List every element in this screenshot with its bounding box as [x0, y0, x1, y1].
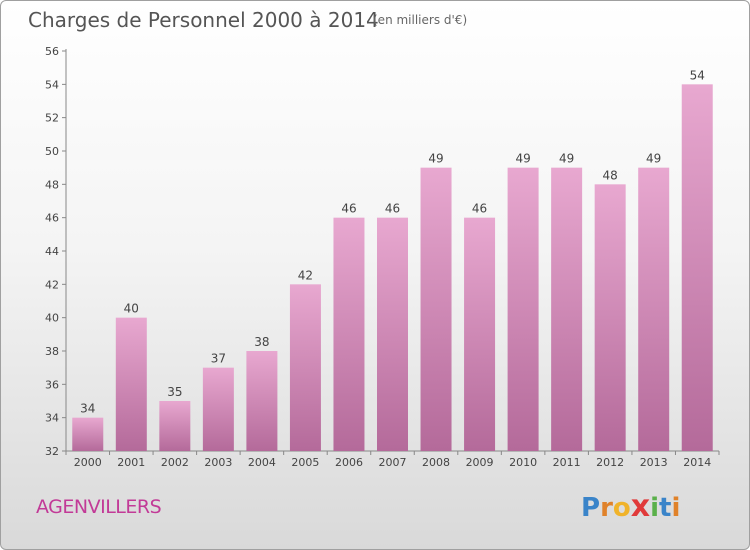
logo-letter: o	[612, 493, 631, 523]
x-tick-label: 2010	[509, 456, 537, 469]
bar-data-label: 54	[690, 68, 705, 82]
bar-data-label: 40	[124, 302, 139, 316]
bar	[551, 167, 583, 451]
y-tick-label: 42	[45, 278, 59, 291]
x-tick-label: 2014	[683, 456, 711, 469]
logo-letter: i	[671, 493, 681, 523]
chart-bars	[72, 84, 713, 452]
logo-letter: P	[581, 493, 601, 523]
y-tick-label: 48	[45, 178, 59, 191]
x-tick-label: 2006	[335, 456, 363, 469]
x-tick-label: 2004	[248, 456, 276, 469]
x-tick-label: 2008	[422, 456, 450, 469]
bar	[289, 284, 321, 451]
bar-data-label: 46	[472, 202, 487, 216]
bar	[377, 217, 408, 451]
bar-data-label: 37	[211, 352, 226, 366]
y-tick-label: 54	[45, 78, 59, 91]
x-tick-label: 2002	[161, 456, 189, 469]
bar-data-label: 49	[428, 152, 443, 166]
bar	[681, 84, 713, 451]
bar	[202, 367, 234, 451]
x-tick-label: 2003	[204, 456, 232, 469]
logo-letter: t	[659, 493, 672, 523]
bar	[115, 317, 147, 451]
y-tick-label: 40	[45, 312, 59, 325]
x-tick-label: 2000	[74, 456, 102, 469]
bar	[72, 417, 104, 451]
bar-data-label: 35	[167, 385, 182, 399]
bar-data-label: 46	[385, 202, 400, 216]
bar-data-label: 42	[298, 268, 313, 282]
bar	[333, 217, 365, 451]
bar	[420, 167, 452, 451]
commune-name: AGENVILLERS	[36, 496, 162, 518]
bar	[507, 167, 539, 451]
x-tick-label: 2005	[291, 456, 319, 469]
bar-data-label: 49	[646, 152, 661, 166]
chart-subtitle: (en milliers d'€)	[373, 13, 468, 27]
bar	[464, 217, 496, 451]
x-tick-label: 2001	[117, 456, 145, 469]
y-tick-label: 52	[45, 112, 59, 125]
x-tick-label: 2007	[379, 456, 407, 469]
y-tick-label: 34	[45, 412, 59, 425]
logo-letter: r	[600, 493, 613, 523]
y-tick-label: 32	[45, 445, 59, 458]
bar-data-label: 34	[80, 402, 95, 416]
logo-letter: i	[650, 493, 660, 523]
y-tick-label: 44	[45, 245, 59, 258]
chart-labels: 2000 34 2001 40 2002 35 2003 37 2004 38 2005 42 2006…	[74, 68, 711, 469]
y-tick-label: 50	[45, 145, 59, 158]
proxiti-logo: Proxiti	[581, 489, 680, 524]
logo-letter: x	[630, 489, 651, 524]
chart-title: Charges de Personnel 2000 à 2014	[28, 8, 379, 32]
chart-axes: 32 34 36 38 40 42 44 46 48 50 52 54 56	[45, 45, 720, 458]
x-tick-label: 2012	[596, 456, 624, 469]
y-tick-label: 38	[45, 345, 59, 358]
bar-data-label: 49	[559, 152, 574, 166]
bar-data-label: 38	[254, 335, 269, 349]
x-tick-label: 2009	[466, 456, 494, 469]
y-tick-label: 36	[45, 378, 59, 391]
y-tick-label: 46	[45, 212, 59, 225]
x-tick-label: 2013	[640, 456, 668, 469]
bar	[246, 351, 278, 451]
bar	[638, 167, 670, 451]
bar-data-label: 46	[341, 202, 356, 216]
bar-data-label: 48	[603, 168, 618, 182]
bar	[159, 401, 191, 451]
bar	[594, 184, 626, 452]
bar-data-label: 49	[515, 152, 530, 166]
x-tick-label: 2011	[553, 456, 581, 469]
y-tick-label: 56	[45, 45, 59, 58]
